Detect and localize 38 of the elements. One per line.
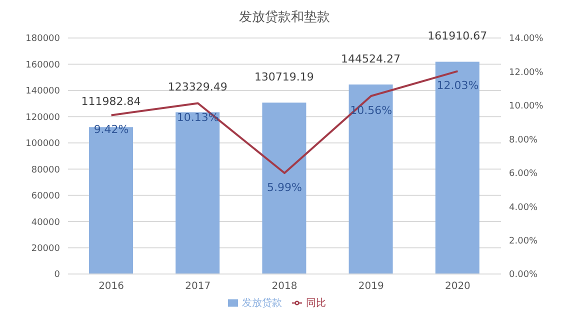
x-tick-label: 2017	[185, 281, 211, 292]
y2-tick-label: 0.00%	[509, 270, 538, 280]
y-tick-label: 100000	[26, 139, 60, 150]
x-tick-label: 2018	[272, 281, 298, 292]
legend-label: 同比	[306, 298, 326, 309]
y-tick-label: 20000	[31, 244, 60, 254]
y-tick-label: 120000	[26, 112, 60, 123]
x-tick-label: 2016	[98, 281, 124, 292]
y-tick-label: 160000	[26, 60, 60, 70]
data-label: 161910.67	[428, 30, 488, 43]
y2-tick-label: 10.00%	[509, 102, 544, 112]
data-label: 123329.49	[168, 80, 228, 94]
x-tick-label: 2019	[358, 281, 384, 292]
data-label: 5.99%	[267, 181, 302, 194]
y-tick-label: 60000	[31, 192, 60, 202]
data-label: 111982.84	[81, 95, 141, 108]
y2-tick-label: 8.00%	[509, 135, 538, 146]
bar	[348, 84, 393, 274]
y-tick-label: 80000	[31, 165, 60, 176]
y-tick-label: 40000	[31, 218, 60, 228]
data-label: 144524.27	[341, 52, 401, 66]
y-tick-label: 180000	[26, 34, 60, 44]
data-label: 9.42%	[94, 123, 129, 136]
y2-tick-label: 12.00%	[509, 68, 544, 78]
bar	[262, 102, 306, 274]
bar	[176, 112, 220, 274]
y2-tick-label: 14.00%	[509, 34, 544, 44]
y2-tick-label: 4.00%	[509, 202, 538, 213]
x-tick-label: 2020	[444, 281, 470, 292]
y2-tick-label: 6.00%	[509, 169, 538, 180]
y-tick-label: 0	[54, 270, 60, 280]
data-label: 12.03%	[436, 79, 479, 92]
y2-tick-label: 2.00%	[509, 236, 538, 246]
legend-label: 发放贷款	[242, 298, 282, 309]
chart-title: 发放贷款和垫款	[238, 9, 331, 27]
y-tick-label: 140000	[26, 86, 60, 97]
bar	[435, 62, 480, 274]
data-label: 130719.19	[254, 70, 314, 84]
